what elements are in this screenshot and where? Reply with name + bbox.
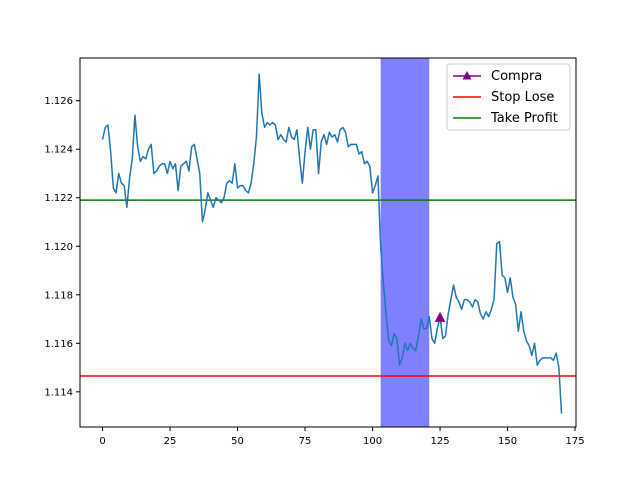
legend-label-stop-lose: Stop Lose: [491, 90, 554, 105]
legend-box: [446, 63, 571, 131]
x-tick-label: 175: [566, 436, 585, 447]
legend-label-compra: Compra: [491, 69, 542, 84]
y-tick-label: 1.124: [44, 145, 73, 156]
compra-marker: [434, 311, 446, 322]
y-tick-label: 1.114: [44, 387, 73, 398]
legend-label-take-profit: Take Profit: [490, 111, 558, 126]
plot-area: [80, 58, 576, 427]
y-tick-label: 1.122: [44, 193, 73, 204]
x-tick-label: 100: [363, 436, 382, 447]
plot-clipped-group: [80, 58, 576, 427]
legend: Compra Stop Lose Take Profit: [446, 63, 571, 131]
shaded-region: [380, 58, 430, 427]
axes: 0 25 50 75 100 125 150 175 1.114 1.116 1.118 1.120 1…: [44, 57, 585, 447]
x-tick-label: 150: [498, 436, 517, 447]
x-tick-label: 75: [299, 436, 312, 447]
y-tick-label: 1.126: [44, 96, 73, 107]
x-tick-label: 0: [99, 436, 105, 447]
axes-frame: [79, 57, 577, 428]
legend-swatch-marker: [462, 71, 472, 80]
x-tick-label: 25: [164, 436, 177, 447]
y-tick-label: 1.118: [44, 290, 73, 301]
y-tick-label: 1.116: [44, 339, 73, 350]
x-tick-label: 125: [431, 436, 450, 447]
x-tick-label: 50: [231, 436, 244, 447]
price-series-line: [101, 73, 563, 414]
y-tick-label: 1.120: [44, 242, 73, 253]
